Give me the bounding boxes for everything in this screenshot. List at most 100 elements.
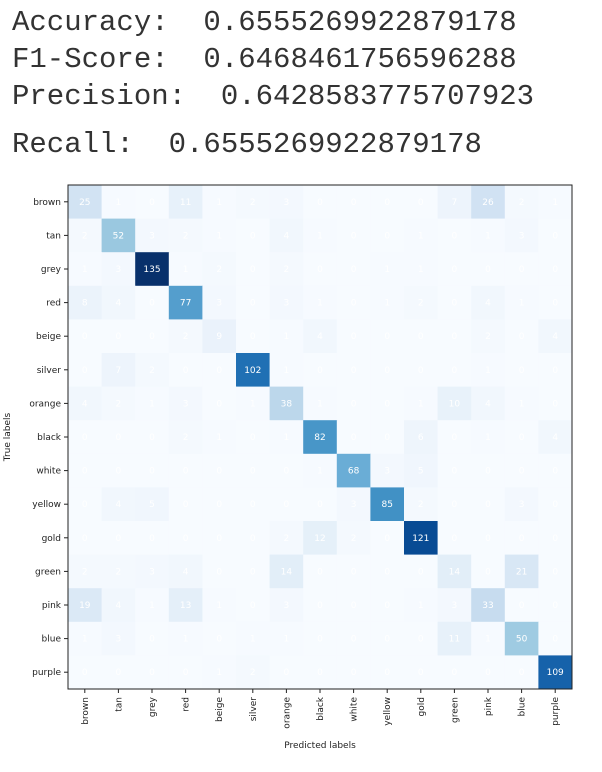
cell-label: 0 bbox=[485, 467, 491, 477]
cell-label: 5 bbox=[149, 500, 155, 510]
heatmap-cell bbox=[236, 218, 271, 253]
cell-label: 0 bbox=[384, 635, 390, 645]
heatmap-cell bbox=[236, 420, 271, 455]
heatmap-cell bbox=[437, 285, 472, 320]
heatmap-cell bbox=[101, 386, 136, 421]
heatmap-cell bbox=[370, 218, 405, 253]
heatmap-cell bbox=[236, 386, 271, 421]
cell-label: 0 bbox=[82, 467, 88, 477]
heatmap-cell bbox=[538, 218, 573, 253]
heatmap-cell bbox=[303, 252, 338, 287]
heatmap-cell bbox=[404, 185, 439, 220]
x-tick-label: gold bbox=[417, 697, 427, 716]
cell-label: 1 bbox=[485, 366, 491, 376]
cell-label: 26 bbox=[482, 198, 494, 208]
cell-label: 0 bbox=[384, 332, 390, 342]
heatmap-cell bbox=[370, 554, 405, 589]
heatmap-cell bbox=[202, 420, 237, 455]
x-tick-label: orange bbox=[282, 697, 292, 729]
heatmap-cell bbox=[336, 420, 371, 455]
heatmap-cell bbox=[370, 588, 405, 623]
y-tick-label: red bbox=[46, 299, 61, 309]
heatmap-cell bbox=[336, 353, 371, 388]
cell-label: 0 bbox=[519, 534, 525, 544]
heatmap-cell bbox=[135, 252, 170, 287]
heatmap-cell bbox=[370, 655, 405, 690]
cell-label: 3 bbox=[351, 500, 357, 510]
cell-label: 38 bbox=[281, 399, 293, 409]
x-tick-label: green bbox=[450, 697, 460, 723]
cell-label: 1 bbox=[519, 399, 525, 409]
heatmap-cell bbox=[538, 285, 573, 320]
metric-line: Precision: 0.6428583775707923 bbox=[12, 80, 534, 113]
heatmap-cell bbox=[538, 420, 573, 455]
heatmap-cell bbox=[68, 386, 103, 421]
cell-label: 1 bbox=[284, 635, 290, 645]
cell-label: 0 bbox=[418, 567, 424, 577]
heatmap-cell bbox=[135, 655, 170, 690]
heatmap-cell bbox=[168, 319, 203, 354]
heatmap-cell bbox=[437, 218, 472, 253]
heatmap-cell bbox=[101, 453, 136, 488]
cell-label: 4 bbox=[116, 500, 122, 510]
cell-label: 0 bbox=[384, 567, 390, 577]
cell-label: 2 bbox=[519, 198, 525, 208]
cell-label: 0 bbox=[351, 601, 357, 611]
cell-label: 0 bbox=[384, 534, 390, 544]
cell-label: 3 bbox=[284, 198, 290, 208]
cell-label: 0 bbox=[216, 366, 222, 376]
cell-label: 0 bbox=[183, 534, 189, 544]
heatmap-cell bbox=[101, 487, 136, 522]
heatmap-cell bbox=[471, 588, 506, 623]
cell-label: 0 bbox=[519, 433, 525, 443]
cell-label: 0 bbox=[216, 534, 222, 544]
heatmap-cell bbox=[336, 621, 371, 656]
cell-label: 1 bbox=[384, 265, 390, 275]
cell-label: 0 bbox=[284, 668, 290, 678]
cell-label: 0 bbox=[149, 433, 155, 443]
cell-label: 3 bbox=[519, 500, 525, 510]
cell-label: 1 bbox=[317, 399, 323, 409]
cell-label: 0 bbox=[317, 601, 323, 611]
cell-label: 0 bbox=[317, 198, 323, 208]
heatmap-cell bbox=[538, 252, 573, 287]
cell-label: 0 bbox=[485, 567, 491, 577]
cell-label: 25 bbox=[79, 198, 90, 208]
heatmap-cell bbox=[68, 453, 103, 488]
heatmap-cell bbox=[168, 521, 203, 556]
cell-label: 0 bbox=[317, 366, 323, 376]
cell-label: 0 bbox=[384, 668, 390, 678]
heatmap-cell bbox=[336, 588, 371, 623]
heatmap-cell bbox=[269, 655, 304, 690]
cell-label: 1 bbox=[317, 299, 323, 309]
cell-label: 0 bbox=[519, 467, 525, 477]
cell-label: 0 bbox=[250, 534, 256, 544]
cell-label: 0 bbox=[351, 332, 357, 342]
heatmap-cell bbox=[236, 588, 271, 623]
cell-label: 0 bbox=[552, 534, 558, 544]
heatmap-cell bbox=[236, 185, 271, 220]
cell-label: 33 bbox=[482, 601, 493, 611]
heatmap-cell bbox=[538, 621, 573, 656]
heatmap-cell bbox=[370, 487, 405, 522]
cell-label: 1 bbox=[485, 635, 491, 645]
cell-label: 0 bbox=[250, 467, 256, 477]
heatmap-cell bbox=[538, 655, 573, 690]
heatmap-cell bbox=[504, 285, 539, 320]
cell-label: 2 bbox=[183, 332, 189, 342]
cell-label: 0 bbox=[317, 500, 323, 510]
cell-label: 2 bbox=[418, 299, 424, 309]
cell-label: 3 bbox=[183, 399, 189, 409]
heatmap-cell bbox=[202, 285, 237, 320]
heatmap-cell bbox=[471, 185, 506, 220]
cell-label: 4 bbox=[552, 433, 558, 443]
heatmap-cell bbox=[303, 218, 338, 253]
heatmap-cell bbox=[101, 218, 136, 253]
heatmap-cell bbox=[538, 453, 573, 488]
x-tick-label: purple bbox=[551, 697, 561, 726]
cell-label: 0 bbox=[452, 231, 458, 241]
cell-label: 50 bbox=[516, 635, 528, 645]
cell-label: 0 bbox=[216, 635, 222, 645]
cell-label: 0 bbox=[552, 635, 558, 645]
cell-label: 0 bbox=[452, 534, 458, 544]
